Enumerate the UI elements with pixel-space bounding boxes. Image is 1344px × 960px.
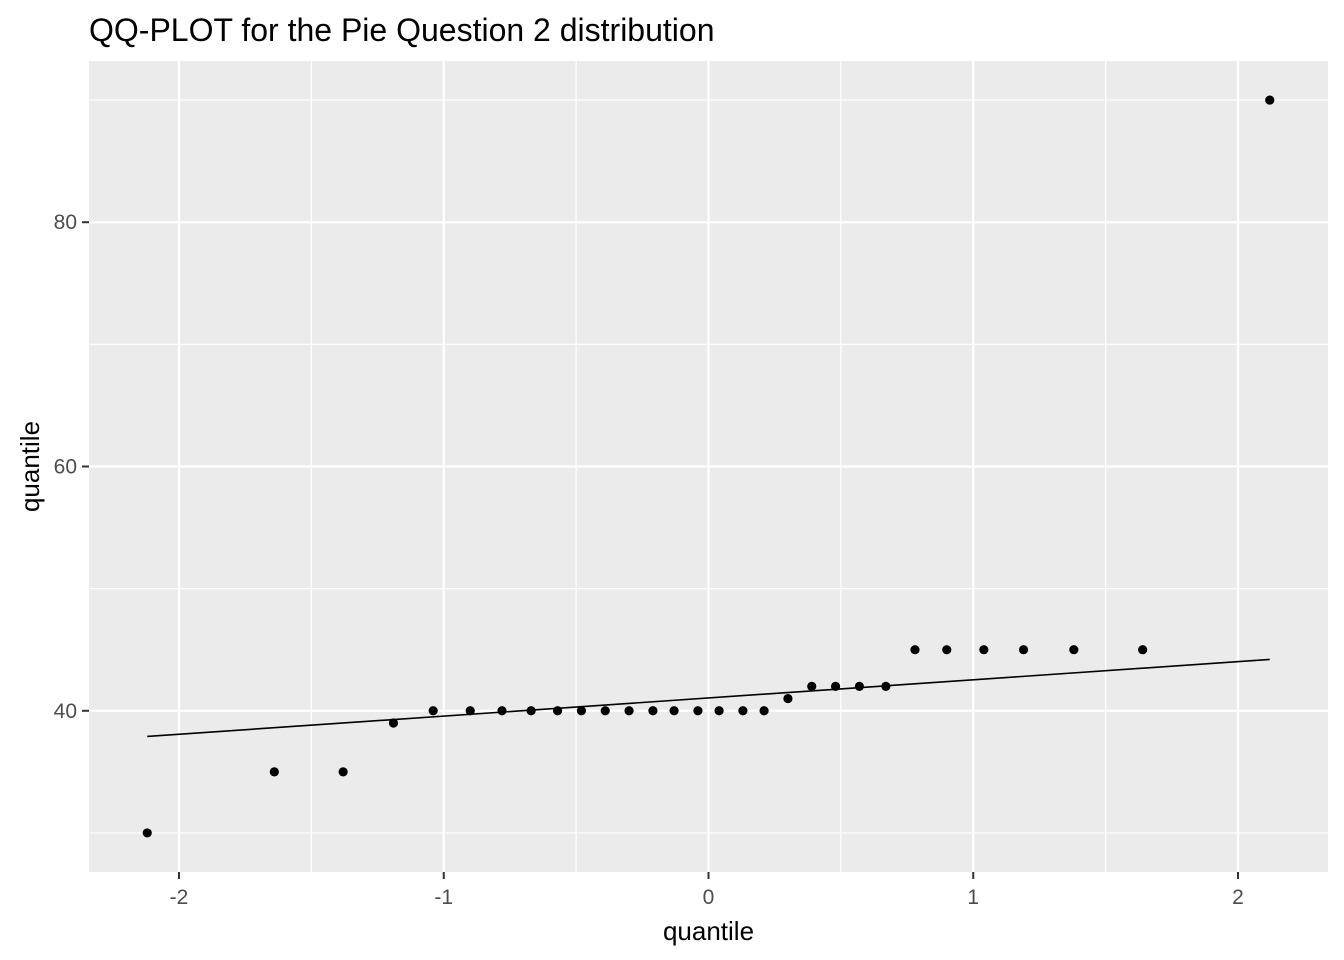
data-point xyxy=(497,706,507,716)
data-point xyxy=(552,706,563,716)
x-tick-label: -1 xyxy=(434,886,453,909)
data-point xyxy=(269,767,279,777)
data-point xyxy=(648,706,658,716)
data-point xyxy=(854,681,865,691)
data-point xyxy=(1138,645,1148,655)
data-points xyxy=(142,95,1275,838)
reference-line-group xyxy=(147,658,1270,738)
data-point xyxy=(942,645,952,655)
qq-reference-line xyxy=(147,658,1270,738)
x-tick-label: 0 xyxy=(703,886,715,909)
data-point xyxy=(693,706,703,716)
data-point xyxy=(1069,645,1079,655)
data-point xyxy=(910,645,920,655)
data-point xyxy=(526,706,536,716)
x-axis-label: quantile xyxy=(663,916,754,946)
x-tick-label: 2 xyxy=(1232,886,1244,909)
y-axis-label: quantile xyxy=(15,421,45,512)
data-point xyxy=(1265,95,1275,105)
data-point xyxy=(465,706,475,716)
data-point xyxy=(830,681,841,691)
data-point xyxy=(979,645,989,655)
y-tick-label: 60 xyxy=(54,456,77,479)
data-point xyxy=(759,706,769,716)
data-point xyxy=(388,718,399,728)
data-point xyxy=(669,706,679,716)
data-point xyxy=(1018,645,1029,655)
y-tick-label: 40 xyxy=(54,700,77,723)
y-tick-label: 80 xyxy=(54,211,77,234)
data-point xyxy=(142,828,152,838)
data-point xyxy=(624,706,634,716)
y-axis-ticks: 40 60 80 xyxy=(54,211,89,723)
data-point xyxy=(881,681,891,691)
x-axis-ticks: -2 -1 0 1 2 xyxy=(170,872,1244,909)
x-tick-label: -2 xyxy=(170,886,189,909)
chart-title: QQ-PLOT for the Pie Question 2 distribut… xyxy=(89,12,714,48)
data-point xyxy=(576,706,587,716)
data-point xyxy=(714,706,724,716)
data-point xyxy=(428,706,438,716)
data-point xyxy=(600,706,610,716)
data-point xyxy=(807,681,817,691)
major-gridlines xyxy=(89,61,1328,872)
data-point xyxy=(738,706,748,716)
data-point xyxy=(338,767,348,777)
data-point xyxy=(783,693,793,704)
x-tick-label: 1 xyxy=(967,886,979,909)
